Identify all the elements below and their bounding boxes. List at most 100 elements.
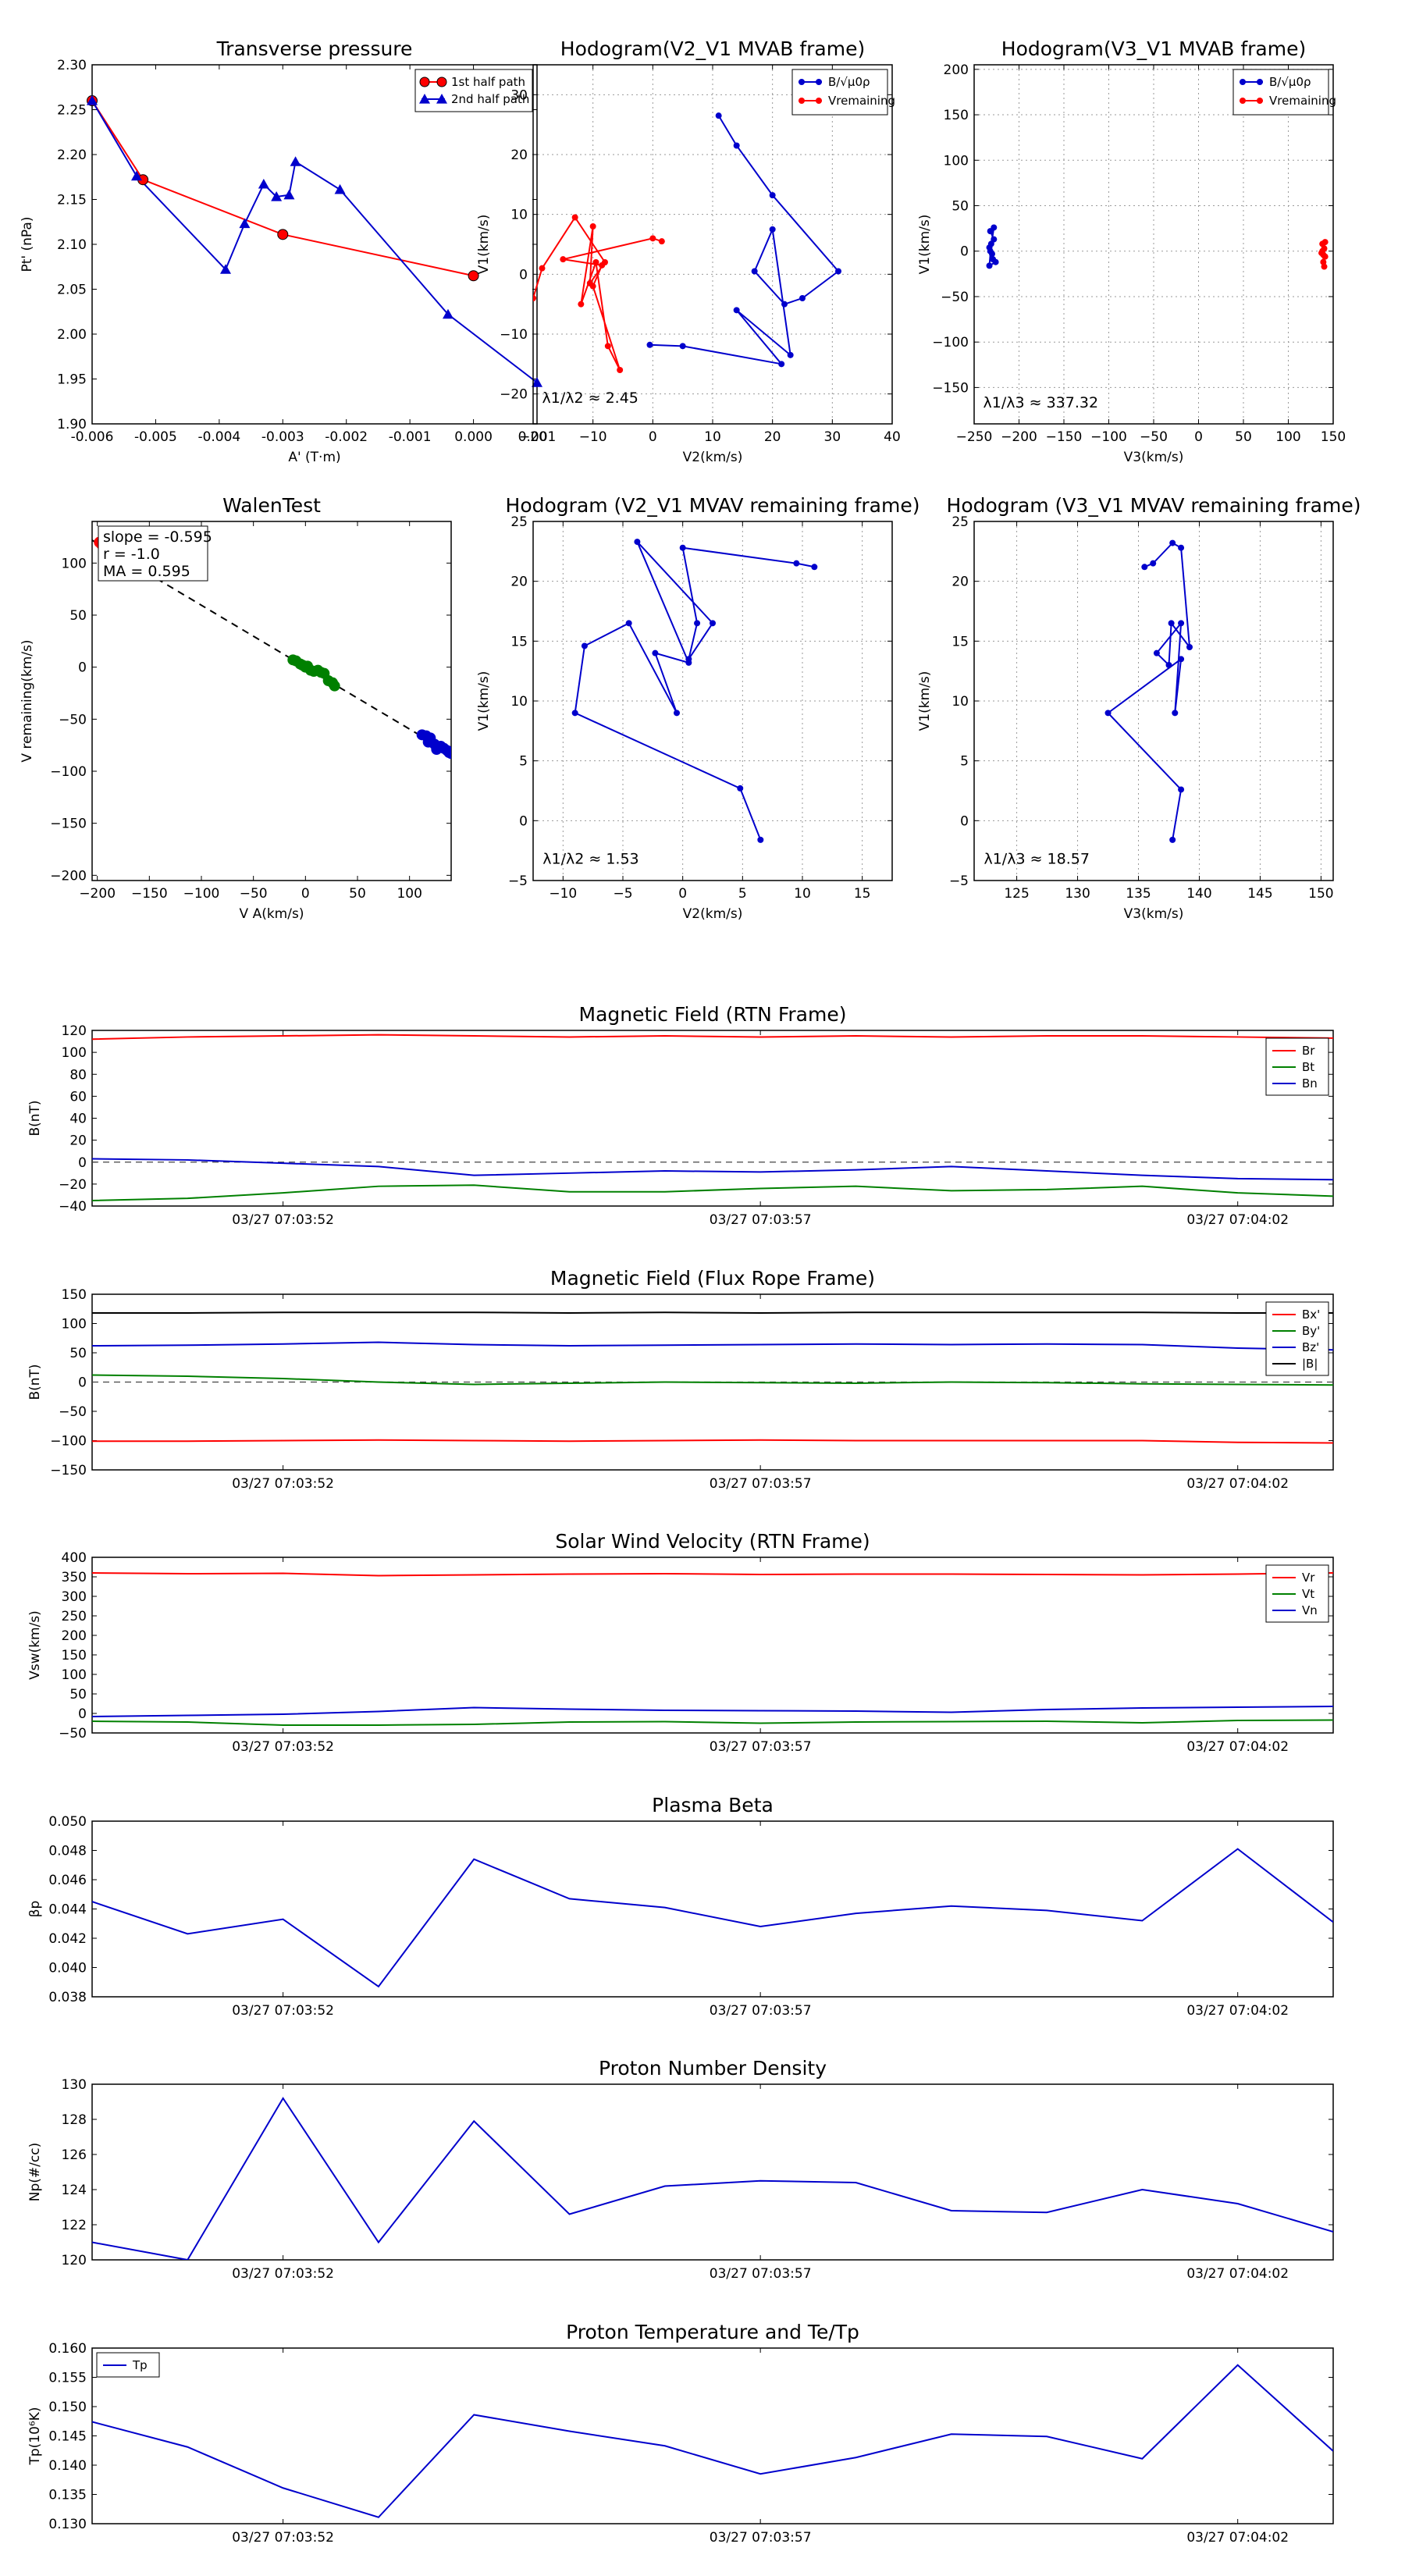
x-tick-label: 135 (1126, 886, 1151, 902)
y-tick-label: 150 (944, 108, 969, 123)
data-point-triangle (334, 183, 346, 194)
stats-line: slope = -0.595 (103, 528, 212, 546)
y-tick-label: 124 (62, 2183, 87, 2198)
y-tick-label: 100 (944, 153, 969, 169)
plot-area (92, 1848, 1333, 1988)
hodogram-point (589, 283, 596, 290)
hodogram-point (646, 341, 653, 348)
legend-label: Vr (1302, 1571, 1315, 1585)
y-tick-label: −150 (50, 817, 87, 832)
time-tick-label: 03/27 07:03:52 (232, 2266, 334, 2282)
hodogram-point (991, 236, 998, 243)
chart-title: Plasma Beta (652, 1794, 774, 1816)
panel-hodogram-v3-v1-mvab: Hodogram(V3_V1 MVAB frame) −250 −200 −150 −1… (917, 37, 1346, 465)
y-tick-label: 25 (951, 514, 969, 530)
x-tick-label: 130 (1065, 886, 1090, 902)
y-tick-label: 0 (78, 1706, 87, 1722)
hodogram-point (1321, 239, 1329, 246)
y-tick-label: 350 (62, 1570, 87, 1585)
legend-label: Vn (1302, 1603, 1318, 1617)
chart-title: Solar Wind Velocity (RTN Frame) (555, 1530, 870, 1553)
y-tick-label: 0.145 (48, 2429, 87, 2445)
time-tick-label: 03/27 07:03:52 (232, 1212, 334, 1228)
panel-hodogram-v2-v1-mvab: Hodogram(V2_V1 MVAB frame) −20 −10 0 10 20 30 4… (476, 37, 901, 465)
eigenvalue-ratio-annotation: λ1/λ3 ≈ 337.32 (984, 394, 1099, 411)
series-line-Bn (92, 1158, 1333, 1181)
data-point-triangle (220, 264, 231, 274)
axes-frame (91, 521, 452, 881)
y-tick-label: 400 (62, 1550, 87, 1566)
series-line-beta (92, 1848, 1333, 1988)
eigenvalue-ratio-annotation: λ1/λ2 ≈ 1.53 (542, 851, 638, 868)
y-tick-label: 100 (62, 1667, 87, 1683)
axes-frame (91, 64, 538, 425)
x-tick-label: -0.003 (261, 429, 304, 445)
x-tick-label: −150 (131, 886, 168, 902)
panel-proton-temperature: Proton Temperature and Te/Tp 0.130 0.135 0.… (27, 2321, 1334, 2546)
hodogram-point (1165, 662, 1172, 668)
legend: Vr Vt Vn (1265, 1564, 1329, 1623)
chart-title: Hodogram (V2_V1 MVAV remaining frame) (506, 494, 920, 517)
axes-frame (91, 1030, 1334, 1207)
hodogram-point (571, 214, 578, 221)
time-tick-label: 03/27 07:03:57 (710, 1739, 812, 1755)
legend-marker (436, 94, 447, 104)
y-tick-label: 50 (69, 608, 87, 624)
hodogram-point (1178, 544, 1185, 551)
legend-label: Bz' (1302, 1340, 1319, 1354)
hodogram-point (710, 620, 716, 627)
legend-label: Tp (132, 2358, 148, 2372)
y-tick-label: 0.044 (48, 1902, 87, 1918)
time-tick-label: 03/27 07:03:57 (710, 2003, 812, 2019)
chart-title: Hodogram(V2_V1 MVAB frame) (560, 37, 865, 60)
x-tick-label: 15 (854, 886, 871, 902)
hodogram-point (539, 265, 546, 272)
y-tick-label: 1.95 (57, 372, 87, 388)
hodogram-point (1320, 251, 1327, 258)
legend-marker (1240, 98, 1246, 104)
stats-line: r = -1.0 (103, 546, 160, 563)
hodogram-point (733, 307, 740, 314)
panel-solar-wind-velocity: Solar Wind Velocity (RTN Frame) −50 0 50 100… (27, 1530, 1334, 1755)
y-tick-label: 80 (69, 1067, 87, 1083)
y-axis-label: Pt' (nPa) (20, 217, 35, 272)
legend: Br Bt Bn (1265, 1037, 1329, 1096)
hodogram-point (1169, 539, 1176, 546)
time-tick-label: 03/27 07:04:02 (1186, 1739, 1289, 1755)
y-tick-label: −100 (932, 335, 969, 350)
y-axis-label: Vsw(km/s) (27, 1610, 43, 1680)
hodogram-point (533, 295, 536, 301)
hodogram-point (617, 367, 624, 373)
y-tick-label: −5 (508, 873, 528, 889)
y-tick-label: 0.042 (48, 1931, 87, 1947)
time-tick-label: 03/27 07:04:02 (1186, 1476, 1289, 1492)
x-tick-label: −50 (240, 886, 268, 902)
data-point-circle (468, 270, 479, 282)
data-point-triangle (283, 189, 295, 200)
hodogram-point (679, 343, 686, 350)
hodogram-point (589, 223, 596, 229)
hodogram-point (694, 620, 701, 627)
y-tick-label: −100 (50, 764, 87, 780)
panel-proton-density: Proton Number Density 120 122 124 126 128 130 N… (27, 2057, 1334, 2282)
panel-magnetic-field-flux-rope: Magnetic Field (Flux Rope Frame) −150 −100… (27, 1267, 1334, 1492)
series-line-Br (92, 1034, 1333, 1041)
y-tick-label: 5 (519, 754, 528, 770)
chart-title: Magnetic Field (Flux Rope Frame) (550, 1267, 875, 1290)
x-tick-label: 30 (824, 429, 841, 445)
hodogram-point (757, 836, 764, 843)
hodogram-point (787, 351, 794, 358)
hodogram-point (769, 226, 776, 233)
y-axis-label: B(nT) (27, 1100, 43, 1136)
y-tick-label: 2.20 (57, 148, 87, 163)
y-tick-label: 120 (62, 2253, 87, 2268)
legend-box (414, 69, 533, 112)
hodogram-point (733, 142, 740, 149)
legend: Bx' By' Bz' |B| (1265, 1301, 1329, 1376)
x-axis-label: V A(km/s) (240, 906, 304, 922)
y-tick-label: 2.15 (57, 193, 87, 208)
time-tick-label: 03/27 07:03:52 (232, 2003, 334, 2019)
x-tick-label: −100 (1090, 429, 1127, 445)
legend-label: B/√μ0ρ (1269, 75, 1311, 89)
hodogram-point (715, 112, 722, 119)
